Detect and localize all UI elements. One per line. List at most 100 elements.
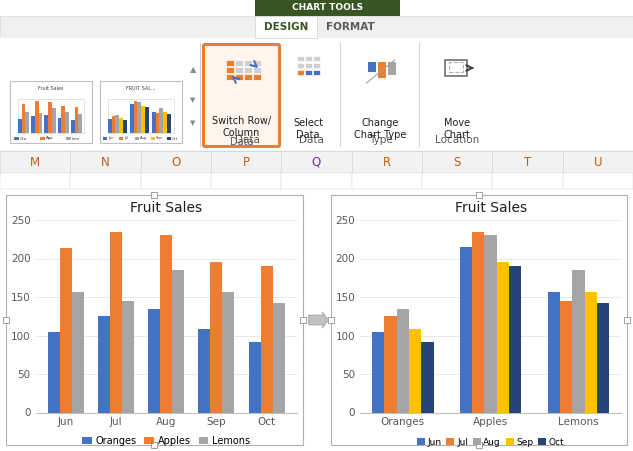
Text: Data: Data [230, 137, 253, 147]
Text: FRUIT SAL...: FRUIT SAL... [126, 86, 156, 91]
Text: Location: Location [435, 135, 479, 145]
Bar [47, 331, 60, 413]
Bar [0, 173, 70, 189]
Title: Fruit Sales: Fruit Sales [454, 201, 527, 215]
Bar [409, 329, 421, 413]
Legend: Jun, Jul, Aug, Sep, Oct: Jun, Jul, Aug, Sep, Oct [413, 434, 568, 451]
Text: Aug: Aug [140, 137, 147, 141]
Text: P: P [242, 156, 249, 169]
Text: Jun: Jun [108, 137, 113, 141]
Bar [31, 116, 35, 133]
Bar [141, 106, 145, 133]
Bar [572, 270, 585, 413]
Bar [48, 102, 52, 133]
Bar [563, 173, 633, 189]
Bar [35, 101, 39, 133]
Bar [492, 151, 563, 173]
Bar [313, 70, 320, 75]
Bar [167, 137, 171, 140]
Text: R: R [383, 156, 391, 169]
Bar [249, 342, 261, 413]
Text: Change
Chart Type: Change Chart Type [354, 118, 406, 140]
Bar [66, 137, 71, 140]
Text: Sep: Sep [156, 137, 163, 141]
Bar [0, 151, 70, 173]
Bar [141, 151, 211, 173]
Text: Lem: Lem [72, 137, 80, 141]
Bar [352, 151, 422, 173]
Bar [141, 173, 211, 189]
Bar [40, 137, 45, 140]
Bar [151, 442, 157, 448]
Bar [305, 56, 312, 61]
Text: FORMAT: FORMAT [325, 22, 374, 32]
Text: T: T [524, 156, 531, 169]
Bar [160, 108, 163, 133]
Bar [255, 0, 400, 16]
Bar [253, 67, 261, 73]
Bar [225, 67, 234, 73]
Bar [110, 231, 122, 413]
Bar [167, 114, 171, 133]
Bar [25, 111, 29, 133]
Text: Data: Data [235, 135, 260, 145]
Bar [44, 115, 48, 133]
Bar [492, 173, 563, 189]
Bar [299, 317, 306, 323]
Bar [14, 137, 19, 140]
Bar [3, 317, 9, 323]
Text: App: App [46, 137, 54, 141]
Bar [422, 173, 492, 189]
Text: M: M [30, 156, 41, 169]
Bar [313, 56, 320, 61]
Bar [71, 120, 75, 133]
Bar [273, 303, 285, 413]
Bar [560, 301, 572, 413]
Bar [244, 74, 251, 80]
Bar [255, 16, 317, 38]
Bar [100, 81, 182, 143]
Bar [18, 119, 22, 133]
Bar [134, 101, 137, 133]
Bar [297, 70, 304, 75]
Bar [484, 235, 497, 413]
Bar [151, 137, 155, 140]
Text: Type: Type [368, 135, 392, 145]
Bar [160, 235, 172, 413]
Bar [377, 62, 385, 78]
Bar [225, 74, 234, 80]
Bar [313, 63, 320, 68]
Bar [281, 151, 352, 173]
Bar [210, 262, 222, 413]
Title: Fruit Sales: Fruit Sales [130, 201, 202, 215]
Bar [297, 56, 304, 61]
Bar [244, 67, 251, 73]
Bar [0, 16, 633, 38]
Bar [65, 111, 69, 133]
Text: Select
Data: Select Data [293, 118, 323, 140]
Bar [58, 118, 61, 133]
Text: Ora: Ora [20, 137, 27, 141]
Bar [152, 111, 156, 133]
Text: Switch Row/
Column: Switch Row/ Column [212, 116, 271, 138]
Text: ▲: ▲ [190, 65, 196, 74]
Text: S: S [453, 156, 461, 169]
Bar [75, 107, 78, 133]
Bar [108, 119, 112, 133]
Bar [151, 192, 157, 198]
Bar [198, 329, 210, 413]
Bar [368, 62, 375, 72]
FancyBboxPatch shape [203, 45, 280, 147]
Bar [108, 99, 174, 133]
Bar [472, 231, 484, 413]
Bar [145, 107, 149, 133]
Bar [372, 331, 384, 413]
Bar [22, 104, 25, 133]
Text: ▼: ▼ [191, 97, 196, 103]
Bar [78, 114, 82, 133]
Bar [624, 317, 630, 323]
Bar [352, 173, 422, 189]
Bar [70, 173, 141, 189]
Bar [0, 38, 633, 151]
Bar [449, 62, 463, 72]
